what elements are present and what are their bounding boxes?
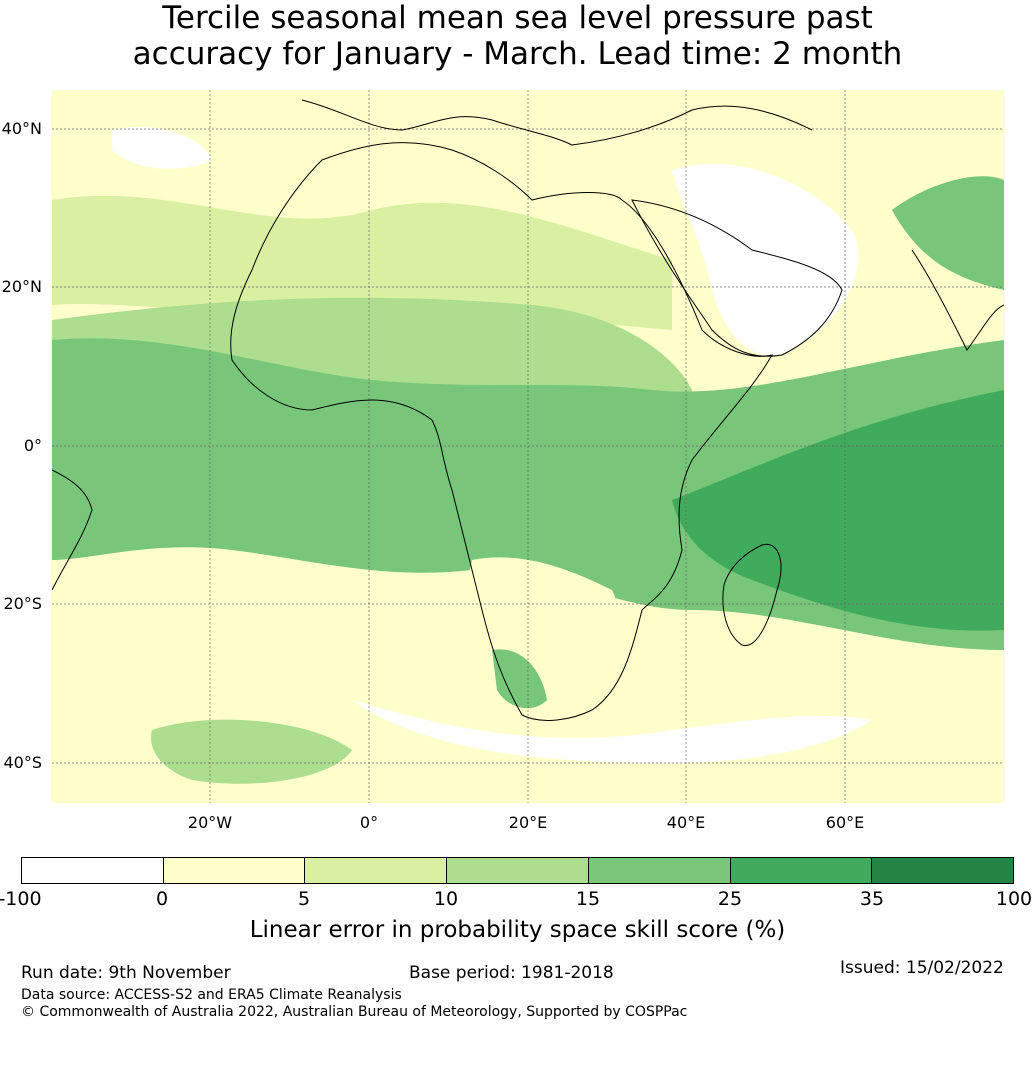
colorbar-tick-35: 35 xyxy=(859,888,885,910)
colorbar-segment-10-15 xyxy=(447,858,589,883)
lon-label-60e: 60°E xyxy=(825,813,865,832)
colorbar-tick-0: 0 xyxy=(155,888,169,910)
lat-label-20n: 20°N xyxy=(1,277,42,296)
colorbar-tick-10: 10 xyxy=(433,888,459,910)
lat-label-40s: 40°S xyxy=(3,753,42,772)
madagascar-coastline xyxy=(722,543,782,646)
lon-label-0: 0° xyxy=(359,813,379,832)
south-america-coastline xyxy=(52,469,93,591)
copyright: © Commonwealth of Australia 2022, Austra… xyxy=(21,1004,688,1020)
lat-label-40n: 40°N xyxy=(1,119,42,138)
africa-coastline xyxy=(230,142,774,721)
skill-region-10-15-south-atlantic xyxy=(151,719,352,784)
gridlines xyxy=(52,90,1004,803)
colorbar-label: Linear error in probability space skill … xyxy=(249,917,786,943)
skill-region-25-35-arabian-sea xyxy=(892,176,1004,290)
map-title: Tercile seasonal mean sea level pressure… xyxy=(0,0,1035,72)
lat-label-20s: 20°S xyxy=(3,594,42,613)
skill-region-negative-arabia xyxy=(672,163,859,356)
skill-region-negative-atlantic xyxy=(112,126,212,169)
run-date: Run date: 9th November xyxy=(21,963,231,983)
colorbar-tick-5: 5 xyxy=(297,888,311,910)
colorbar-tick-neg100: -100 xyxy=(0,888,42,910)
map-canvas xyxy=(52,90,1004,803)
colorbar-tick-100: 100 xyxy=(995,888,1033,910)
lon-label-40e: 40°E xyxy=(666,813,706,832)
colorbar xyxy=(21,857,1014,884)
colorbar-tick-25: 25 xyxy=(717,888,743,910)
colorbar-segment-5-10 xyxy=(305,858,448,883)
colorbar-segment-15-25 xyxy=(588,858,731,883)
colorbar-tick-15: 15 xyxy=(575,888,601,910)
title-line-1: Tercile seasonal mean sea level pressure… xyxy=(162,0,873,36)
title-line-2: accuracy for January - March. Lead time:… xyxy=(132,36,903,72)
india-coastline xyxy=(911,249,1004,351)
lon-label-20e: 20°E xyxy=(508,813,548,832)
data-source: Data source: ACCESS-S2 and ERA5 Climate … xyxy=(21,987,402,1003)
lat-label-0: 0° xyxy=(23,436,42,455)
colorbar-segment-0-5 xyxy=(163,858,306,883)
skill-score-map xyxy=(52,90,1004,803)
lon-label-20w: 20°W xyxy=(187,813,233,832)
arabia-coastline xyxy=(631,199,843,357)
europe-coastline xyxy=(301,99,813,146)
coastlines xyxy=(52,99,1004,721)
skill-region-negative-southern-ocean xyxy=(352,700,872,764)
skill-region-5-10-north xyxy=(52,195,672,330)
skill-region-15-25-kalahari xyxy=(492,649,547,709)
colorbar-segment-35-100 xyxy=(872,858,1014,883)
colorbar-segment-25-35 xyxy=(730,858,873,883)
skill-region-25-35-indian-ocean xyxy=(672,390,1004,631)
base-period: Base period: 1981-2018 xyxy=(409,963,614,983)
issued-date: Issued: 15/02/2022 xyxy=(840,958,1004,978)
colorbar-segment-neg100-0 xyxy=(22,858,164,883)
